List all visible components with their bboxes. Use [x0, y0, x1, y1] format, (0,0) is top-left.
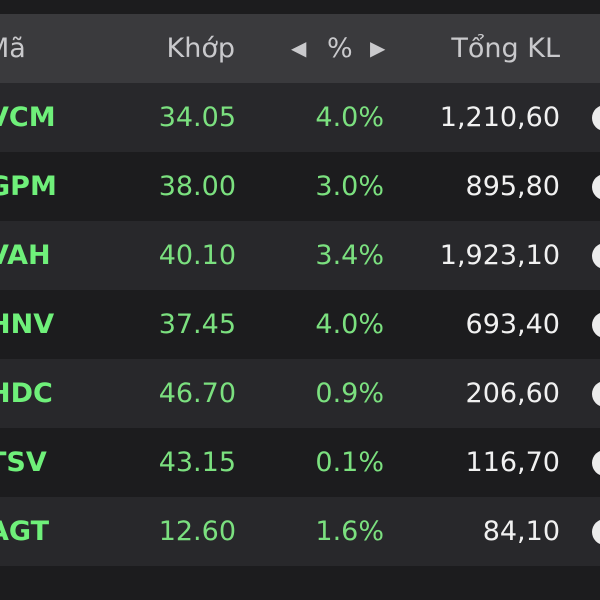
price-cell: 37.45 — [158, 309, 236, 340]
volume-cell: 693,40 — [465, 309, 560, 340]
percent-cell: 4.0% — [315, 309, 384, 340]
watch-toggle-icon[interactable] — [592, 174, 600, 200]
percent-cell: 3.0% — [315, 171, 384, 202]
percent-cell: 0.1% — [315, 447, 384, 478]
percent-cell: 0.9% — [315, 378, 384, 409]
header-symbol[interactable]: Mã — [0, 33, 26, 64]
volume-cell: 116,70 — [465, 447, 560, 478]
price-cell: 12.60 — [158, 516, 236, 547]
percent-cell: 3.4% — [315, 240, 384, 271]
watch-toggle-icon[interactable] — [592, 243, 600, 269]
price-cell: 43.15 — [158, 447, 236, 478]
symbol-cell: VCM — [0, 102, 56, 133]
top-strip — [0, 0, 600, 14]
table-row[interactable]: AGT 12.60 1.6% 84,10 — [0, 497, 600, 566]
watch-toggle-icon[interactable] — [592, 381, 600, 407]
watch-toggle-icon[interactable] — [592, 105, 600, 131]
price-cell: 38.00 — [158, 171, 236, 202]
volume-cell: 895,80 — [465, 171, 560, 202]
table-row[interactable]: TSV 43.15 0.1% 116,70 — [0, 428, 600, 497]
stock-list: VCM 34.05 4.0% 1,210,60 GPM 38.00 3.0% 8… — [0, 83, 600, 566]
table-row[interactable]: GPM 38.00 3.0% 895,80 — [0, 152, 600, 221]
table-row[interactable]: HNV 37.45 4.0% 693,40 — [0, 290, 600, 359]
table-row[interactable]: VAH 40.10 3.4% 1,923,10 — [0, 221, 600, 290]
table-header: Mã Khớp ◀ % ▶ Tổng KL — [0, 14, 600, 83]
symbol-cell: VAH — [0, 240, 51, 271]
table-row[interactable]: HDC 46.70 0.9% 206,60 — [0, 359, 600, 428]
header-total-volume[interactable]: Tổng KL — [451, 33, 560, 64]
symbol-cell: HDC — [0, 378, 53, 409]
symbol-cell: HNV — [0, 309, 55, 340]
table-row[interactable]: VCM 34.05 4.0% 1,210,60 — [0, 83, 600, 152]
volume-cell: 84,10 — [482, 516, 560, 547]
percent-cell: 1.6% — [315, 516, 384, 547]
watch-toggle-icon[interactable] — [592, 450, 600, 476]
volume-cell: 1,210,60 — [439, 102, 560, 133]
watch-toggle-icon[interactable] — [592, 519, 600, 545]
volume-cell: 1,923,10 — [439, 240, 560, 271]
price-cell: 46.70 — [158, 378, 236, 409]
caret-left-icon[interactable]: ◀ — [291, 36, 307, 60]
price-cell: 34.05 — [158, 102, 236, 133]
symbol-cell: TSV — [0, 447, 47, 478]
price-cell: 40.10 — [158, 240, 236, 271]
list-bottom-area — [0, 566, 600, 600]
header-percent-change[interactable]: % — [327, 33, 353, 64]
symbol-cell: AGT — [0, 516, 50, 547]
caret-right-icon[interactable]: ▶ — [370, 36, 386, 60]
percent-cell: 4.0% — [315, 102, 384, 133]
header-match-price[interactable]: Khớp — [166, 33, 235, 64]
volume-cell: 206,60 — [465, 378, 560, 409]
watch-toggle-icon[interactable] — [592, 312, 600, 338]
symbol-cell: GPM — [0, 171, 57, 202]
